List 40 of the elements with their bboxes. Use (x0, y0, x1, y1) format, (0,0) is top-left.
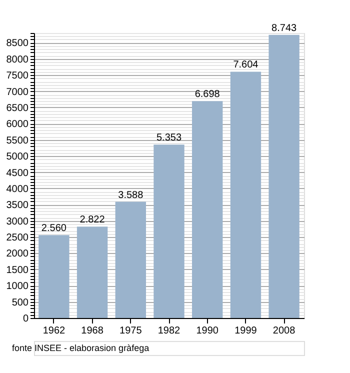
y-tick-label: 8500 (6, 38, 29, 50)
y-tick-label: 4500 (6, 168, 29, 179)
y-tick-label: 2000 (6, 248, 29, 260)
bar (154, 144, 184, 318)
y-tick-label: 0 (22, 314, 29, 324)
x-tick-label: 1982 (158, 326, 181, 336)
bar (192, 101, 223, 318)
bar (76, 226, 108, 318)
x-tick-label: 1975 (120, 326, 142, 336)
bar (268, 34, 300, 318)
bar (38, 235, 70, 318)
data-label: 5.353 (156, 132, 182, 144)
x-tick-label: 1968 (81, 326, 104, 336)
bar (115, 202, 146, 318)
y-tick-label: 500 (12, 297, 29, 308)
data-label: 7.604 (233, 60, 259, 71)
y-tick-label: 6000 (6, 119, 29, 130)
data-label: 8.743 (272, 22, 298, 34)
y-tick-label: 6500 (6, 102, 29, 114)
data-label: 2.560 (41, 223, 67, 234)
data-label: 3.588 (118, 190, 144, 201)
x-tick-label: 1990 (196, 326, 219, 336)
y-tick-label: 8000 (6, 54, 29, 66)
data-label: 6.698 (194, 89, 220, 100)
x-tick-label: 1999 (234, 326, 258, 336)
y-tick-label: 5500 (6, 135, 29, 146)
y-tick-label: 2500 (6, 232, 29, 244)
y-tick-label: 3000 (6, 216, 29, 228)
x-tick-label: 2008 (272, 326, 296, 336)
x-tick-label: 1962 (42, 326, 66, 336)
y-tick-label: 7000 (6, 86, 29, 98)
y-tick-label: 1000 (6, 281, 29, 292)
source-note: fonte INSEE - elaborasion gràfega (12, 343, 150, 353)
bar (230, 72, 262, 318)
y-tick-label: 4000 (6, 184, 29, 195)
y-tick-label: 5000 (6, 152, 29, 163)
y-tick-label: 7500 (6, 70, 29, 82)
y-tick-label: 3500 (6, 200, 29, 212)
y-tick-label: 1500 (6, 264, 29, 276)
data-label: 2.822 (80, 214, 106, 226)
